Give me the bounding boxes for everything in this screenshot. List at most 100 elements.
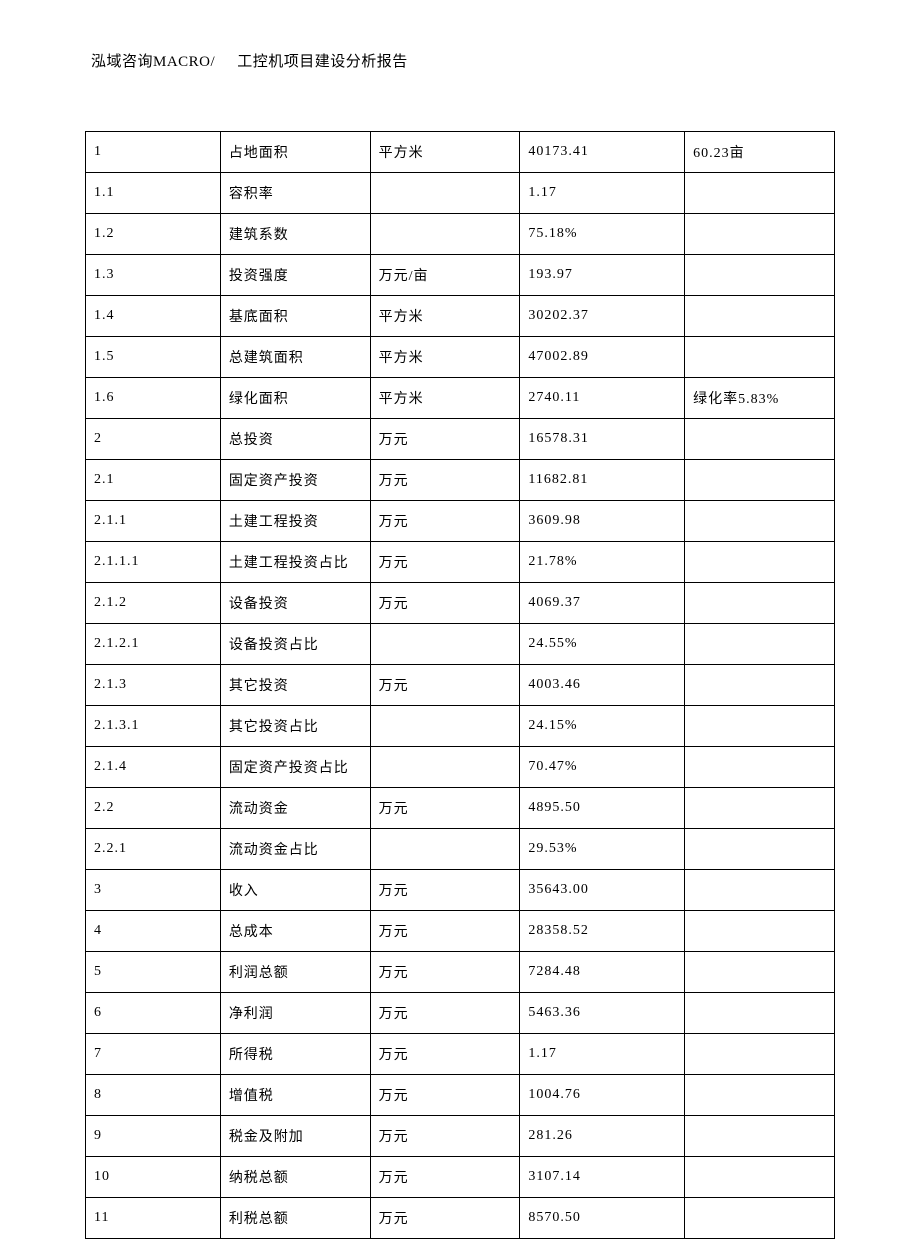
table-row: 1.2建筑系数 75.18% xyxy=(86,214,835,255)
table-cell: 7284.48 xyxy=(520,952,685,993)
table-cell: 47002.89 xyxy=(520,337,685,378)
table-cell xyxy=(685,1075,835,1116)
table-cell: 16578.31 xyxy=(520,419,685,460)
table-cell: 纳税总额 xyxy=(220,1157,370,1198)
table-cell xyxy=(685,1157,835,1198)
table-row: 2.1.3其它投资万元4003.46 xyxy=(86,665,835,706)
table-cell: 3 xyxy=(86,870,221,911)
table-cell: 其它投资占比 xyxy=(220,706,370,747)
table-cell: 万元 xyxy=(370,542,520,583)
table-row: 4总成本万元28358.52 xyxy=(86,911,835,952)
table-cell xyxy=(685,829,835,870)
table-cell xyxy=(685,665,835,706)
table-row: 1.1容积率1.17 xyxy=(86,173,835,214)
table-cell: 万元 xyxy=(370,788,520,829)
table-cell: 2.1.2.1 xyxy=(86,624,221,665)
table-cell: 1004.76 xyxy=(520,1075,685,1116)
table-cell: 193.97 xyxy=(520,255,685,296)
table-cell: 建筑系数 xyxy=(220,214,370,255)
table-cell: 万元 xyxy=(370,870,520,911)
table-cell: 24.55% xyxy=(520,624,685,665)
table-cell: 2.1.1 xyxy=(86,501,221,542)
table-cell: 1.6 xyxy=(86,378,221,419)
table-cell: 平方米 xyxy=(370,337,520,378)
table-cell: 35643.00 xyxy=(520,870,685,911)
table-cell: 1.17 xyxy=(520,1034,685,1075)
table-cell: 281.26 xyxy=(520,1116,685,1157)
table-cell: 总成本 xyxy=(220,911,370,952)
table-row: 1.6绿化面积平方米2740.11绿化率5.83% xyxy=(86,378,835,419)
table-cell: 1 xyxy=(86,132,221,173)
table-cell xyxy=(685,542,835,583)
table-cell: 容积率 xyxy=(220,173,370,214)
table-row: 1.4基底面积平方米30202.37 xyxy=(86,296,835,337)
table-cell xyxy=(370,706,520,747)
table-cell: 2.1.1.1 xyxy=(86,542,221,583)
table-cell: 1.2 xyxy=(86,214,221,255)
table-cell: 万元 xyxy=(370,1034,520,1075)
table-cell: 净利润 xyxy=(220,993,370,1034)
table-cell: 2740.11 xyxy=(520,378,685,419)
table-row: 10纳税总额万元3107.14 xyxy=(86,1157,835,1198)
table-cell: 24.15% xyxy=(520,706,685,747)
page-header: 泓域咨询MACRO/工控机项目建设分析报告 xyxy=(91,50,835,71)
table-cell: 土建工程投资 xyxy=(220,501,370,542)
table-cell xyxy=(370,624,520,665)
data-table: 1占地面积平方米40173.4160.23亩1.1容积率1.171.2建筑系数7… xyxy=(85,131,835,1239)
table-row: 2.1.1土建工程投资万元3609.98 xyxy=(86,501,835,542)
table-cell xyxy=(685,296,835,337)
table-cell: 万元 xyxy=(370,583,520,624)
table-cell xyxy=(685,460,835,501)
table-cell: 万元 xyxy=(370,665,520,706)
table-cell: 28358.52 xyxy=(520,911,685,952)
table-cell: 基底面积 xyxy=(220,296,370,337)
table-cell xyxy=(370,214,520,255)
table-row: 7所得税万元1.17 xyxy=(86,1034,835,1075)
table-row: 1.5总建筑面积平方米47002.89 xyxy=(86,337,835,378)
table-cell: 11682.81 xyxy=(520,460,685,501)
table-row: 2.1.2设备投资万元4069.37 xyxy=(86,583,835,624)
table-cell: 利税总额 xyxy=(220,1198,370,1239)
table-row: 5利润总额万元7284.48 xyxy=(86,952,835,993)
table-row: 3收入万元35643.00 xyxy=(86,870,835,911)
table-cell: 40173.41 xyxy=(520,132,685,173)
table-cell xyxy=(685,1034,835,1075)
table-row: 9税金及附加万元281.26 xyxy=(86,1116,835,1157)
table-cell: 3107.14 xyxy=(520,1157,685,1198)
table-cell: 增值税 xyxy=(220,1075,370,1116)
table-row: 6净利润万元5463.36 xyxy=(86,993,835,1034)
table-cell: 万元/亩 xyxy=(370,255,520,296)
table-cell: 75.18% xyxy=(520,214,685,255)
table-cell: 固定资产投资占比 xyxy=(220,747,370,788)
table-cell xyxy=(685,624,835,665)
table-cell xyxy=(685,419,835,460)
table-cell: 2.1 xyxy=(86,460,221,501)
table-row: 2.1.3.1其它投资占比24.15% xyxy=(86,706,835,747)
table-cell: 税金及附加 xyxy=(220,1116,370,1157)
table-cell: 2.1.4 xyxy=(86,747,221,788)
table-cell: 占地面积 xyxy=(220,132,370,173)
table-row: 2.1.2.1设备投资占比24.55% xyxy=(86,624,835,665)
table-cell: 4 xyxy=(86,911,221,952)
table-cell xyxy=(370,747,520,788)
table-cell xyxy=(685,993,835,1034)
table-cell: 8 xyxy=(86,1075,221,1116)
table-cell xyxy=(685,952,835,993)
table-row: 11利税总额万元8570.50 xyxy=(86,1198,835,1239)
table-cell: 万元 xyxy=(370,1157,520,1198)
table-cell: 1.17 xyxy=(520,173,685,214)
table-cell: 固定资产投资 xyxy=(220,460,370,501)
table-row: 1.3投资强度万元/亩193.97 xyxy=(86,255,835,296)
table-cell xyxy=(685,501,835,542)
table-cell: 21.78% xyxy=(520,542,685,583)
header-right: 工控机项目建设分析报告 xyxy=(237,54,408,70)
table-cell: 5463.36 xyxy=(520,993,685,1034)
table-cell: 2.2.1 xyxy=(86,829,221,870)
table-cell: 投资强度 xyxy=(220,255,370,296)
table-cell xyxy=(685,1116,835,1157)
table-row: 2总投资万元16578.31 xyxy=(86,419,835,460)
table-cell: 土建工程投资占比 xyxy=(220,542,370,583)
table-cell xyxy=(685,747,835,788)
table-cell: 4895.50 xyxy=(520,788,685,829)
table-cell: 11 xyxy=(86,1198,221,1239)
